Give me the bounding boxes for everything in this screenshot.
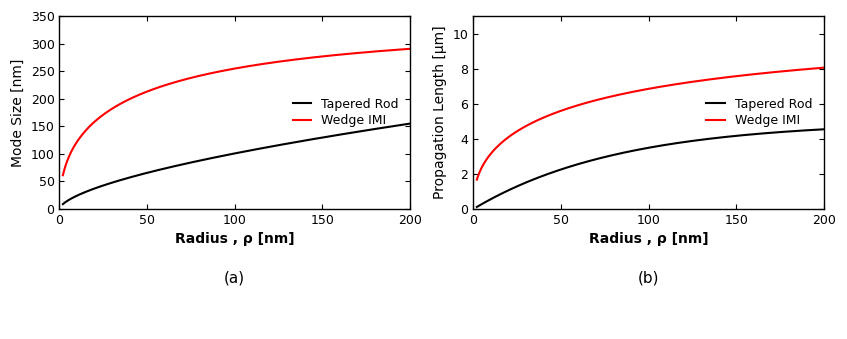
Tapered Rod — [218, 154, 228, 158]
Wedge IMI — [218, 69, 228, 73]
Tapered Rod — [745, 133, 756, 137]
Text: (a): (a) — [224, 271, 246, 286]
Tapered Rod — [490, 195, 500, 199]
Tapered Rod — [405, 122, 415, 126]
Wedge IMI — [405, 47, 415, 51]
Tapered Rod — [809, 128, 819, 132]
Tapered Rod — [395, 123, 405, 127]
X-axis label: Radius , ρ [nm]: Radius , ρ [nm] — [589, 233, 708, 246]
Wedge IMI — [490, 147, 500, 152]
Line: Tapered Rod: Tapered Rod — [63, 124, 410, 204]
Wedge IMI — [75, 135, 86, 139]
Tapered Rod — [640, 146, 650, 150]
Legend: Tapered Rod, Wedge IMI: Tapered Rod, Wedge IMI — [287, 93, 404, 133]
Tapered Rod — [75, 192, 86, 196]
Wedge IMI — [227, 67, 237, 71]
Tapered Rod — [819, 127, 829, 131]
Tapered Rod — [631, 148, 641, 152]
Tapered Rod — [395, 123, 405, 127]
Wedge IMI — [809, 66, 819, 71]
X-axis label: Radius , ρ [nm]: Radius , ρ [nm] — [174, 233, 295, 246]
Wedge IMI — [58, 173, 68, 177]
Wedge IMI — [640, 87, 650, 92]
Wedge IMI — [472, 178, 482, 182]
Wedge IMI — [631, 89, 641, 93]
Tapered Rod — [227, 152, 237, 156]
Line: Wedge IMI: Wedge IMI — [477, 68, 824, 180]
Wedge IMI — [819, 66, 829, 70]
Tapered Rod — [472, 205, 482, 209]
Line: Tapered Rod: Tapered Rod — [477, 129, 824, 207]
Y-axis label: Propagation Length [μm]: Propagation Length [μm] — [433, 26, 447, 199]
Line: Wedge IMI: Wedge IMI — [63, 49, 410, 175]
Wedge IMI — [745, 73, 756, 77]
Legend: Tapered Rod, Wedge IMI: Tapered Rod, Wedge IMI — [701, 93, 817, 133]
Wedge IMI — [331, 53, 341, 57]
Text: (b): (b) — [638, 271, 660, 286]
Tapered Rod — [58, 202, 68, 206]
Tapered Rod — [331, 133, 341, 137]
Wedge IMI — [395, 47, 405, 52]
Wedge IMI — [395, 47, 405, 52]
Wedge IMI — [809, 66, 819, 71]
Tapered Rod — [809, 128, 819, 132]
Y-axis label: Mode Size [nm]: Mode Size [nm] — [11, 58, 25, 167]
